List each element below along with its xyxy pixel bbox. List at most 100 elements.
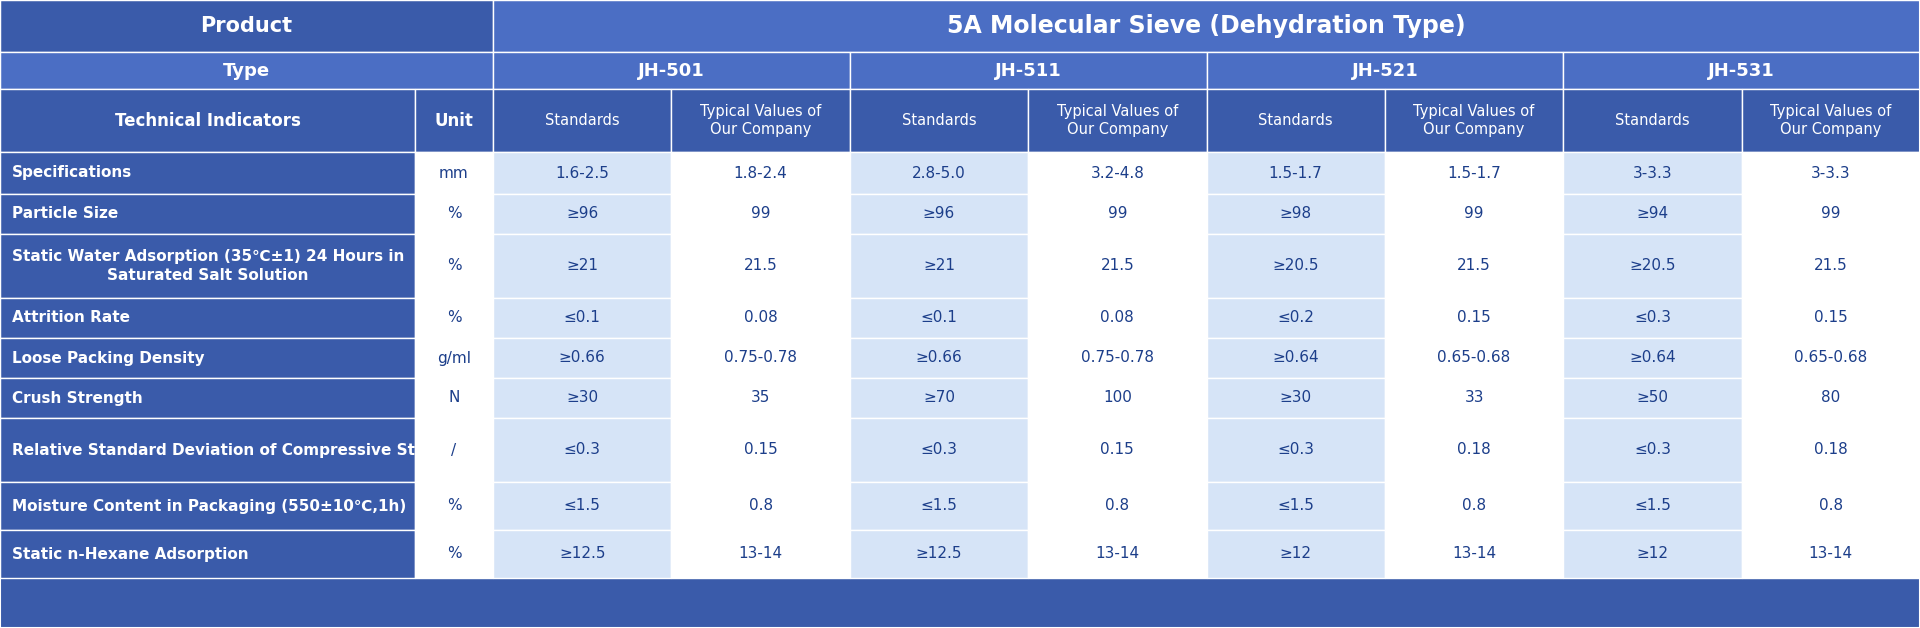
- Text: 0.65-0.68: 0.65-0.68: [1438, 350, 1511, 365]
- Bar: [415, 194, 493, 234]
- Bar: [0, 234, 415, 298]
- Text: ≥0.64: ≥0.64: [1630, 350, 1676, 365]
- Bar: [415, 418, 493, 482]
- Bar: [1741, 89, 1920, 152]
- Bar: [493, 482, 672, 530]
- Text: 33: 33: [1465, 391, 1484, 406]
- Bar: [851, 89, 1027, 152]
- Text: 0.15: 0.15: [1100, 443, 1135, 458]
- Bar: [415, 530, 493, 578]
- Text: ≥12.5: ≥12.5: [916, 546, 962, 561]
- Text: ≤0.1: ≤0.1: [920, 310, 958, 325]
- Text: ≤0.3: ≤0.3: [920, 443, 958, 458]
- Bar: [1384, 152, 1563, 194]
- Text: 0.15: 0.15: [1814, 310, 1847, 325]
- Text: 0.15: 0.15: [1457, 310, 1492, 325]
- Bar: [1027, 530, 1206, 578]
- Text: 0.65-0.68: 0.65-0.68: [1793, 350, 1868, 365]
- Text: 21.5: 21.5: [1814, 259, 1847, 274]
- Text: ≥0.64: ≥0.64: [1273, 350, 1319, 365]
- Text: %: %: [447, 310, 461, 325]
- Text: ≤1.5: ≤1.5: [920, 499, 958, 514]
- Bar: [1563, 152, 1741, 194]
- Text: ≥70: ≥70: [924, 391, 954, 406]
- Bar: [1027, 89, 1206, 152]
- Text: Attrition Rate: Attrition Rate: [12, 310, 131, 325]
- Text: ≥96: ≥96: [924, 207, 954, 222]
- Bar: [1563, 418, 1741, 482]
- Text: %: %: [447, 499, 461, 514]
- Text: ≤0.3: ≤0.3: [1634, 310, 1670, 325]
- Bar: [851, 482, 1027, 530]
- Bar: [415, 89, 493, 152]
- Text: Loose Packing Density: Loose Packing Density: [12, 350, 205, 365]
- Bar: [1741, 152, 1920, 194]
- Text: 0.15: 0.15: [743, 443, 778, 458]
- Text: 1.5-1.7: 1.5-1.7: [1448, 166, 1501, 180]
- Text: /: /: [451, 443, 457, 458]
- Bar: [1384, 298, 1563, 338]
- Text: ≤1.5: ≤1.5: [1277, 499, 1313, 514]
- Text: 0.08: 0.08: [743, 310, 778, 325]
- Bar: [1027, 194, 1206, 234]
- Text: ≥30: ≥30: [1279, 391, 1311, 406]
- Text: 0.8: 0.8: [749, 499, 772, 514]
- Bar: [415, 298, 493, 338]
- Bar: [1563, 194, 1741, 234]
- Text: Standards: Standards: [1615, 113, 1690, 128]
- Bar: [1206, 152, 1384, 194]
- Bar: [493, 298, 672, 338]
- Text: 21.5: 21.5: [743, 259, 778, 274]
- Text: 35: 35: [751, 391, 770, 406]
- Bar: [851, 418, 1027, 482]
- Text: ≥12: ≥12: [1281, 546, 1311, 561]
- Bar: [1563, 298, 1741, 338]
- Bar: [851, 152, 1027, 194]
- Bar: [1384, 482, 1563, 530]
- Text: 0.75-0.78: 0.75-0.78: [1081, 350, 1154, 365]
- Text: 99: 99: [1108, 207, 1127, 222]
- Bar: [672, 89, 851, 152]
- Bar: [1384, 378, 1563, 418]
- Bar: [493, 194, 672, 234]
- Bar: [1027, 378, 1206, 418]
- Bar: [493, 152, 672, 194]
- Bar: [672, 234, 851, 298]
- Bar: [1384, 89, 1563, 152]
- Text: 13-14: 13-14: [1809, 546, 1853, 561]
- Bar: [0, 89, 415, 152]
- Text: 0.18: 0.18: [1814, 443, 1847, 458]
- Bar: [415, 338, 493, 378]
- Bar: [1206, 482, 1384, 530]
- Bar: [0, 0, 493, 52]
- Text: 0.8: 0.8: [1818, 499, 1843, 514]
- Text: 99: 99: [751, 207, 770, 222]
- Bar: [0, 298, 415, 338]
- Text: ≤0.3: ≤0.3: [1634, 443, 1670, 458]
- Text: ≥98: ≥98: [1279, 207, 1311, 222]
- Text: 0.8: 0.8: [1106, 499, 1129, 514]
- Bar: [1741, 338, 1920, 378]
- Bar: [1741, 194, 1920, 234]
- Text: Standards: Standards: [1258, 113, 1332, 128]
- Bar: [672, 298, 851, 338]
- Text: Type: Type: [223, 62, 271, 80]
- Bar: [1206, 530, 1384, 578]
- Text: Typical Values of
Our Company: Typical Values of Our Company: [701, 104, 822, 138]
- Bar: [493, 338, 672, 378]
- Bar: [672, 338, 851, 378]
- Text: Standards: Standards: [902, 113, 975, 128]
- Text: 21.5: 21.5: [1100, 259, 1135, 274]
- Bar: [1563, 378, 1741, 418]
- Bar: [1741, 298, 1920, 338]
- Text: JH-511: JH-511: [995, 62, 1062, 80]
- Text: Typical Values of
Our Company: Typical Values of Our Company: [1770, 104, 1891, 138]
- Text: %: %: [447, 207, 461, 222]
- Bar: [1206, 338, 1384, 378]
- Text: ≥96: ≥96: [566, 207, 599, 222]
- Text: JH-521: JH-521: [1352, 62, 1419, 80]
- Bar: [0, 418, 415, 482]
- Bar: [1206, 298, 1384, 338]
- Bar: [1206, 418, 1384, 482]
- Bar: [415, 482, 493, 530]
